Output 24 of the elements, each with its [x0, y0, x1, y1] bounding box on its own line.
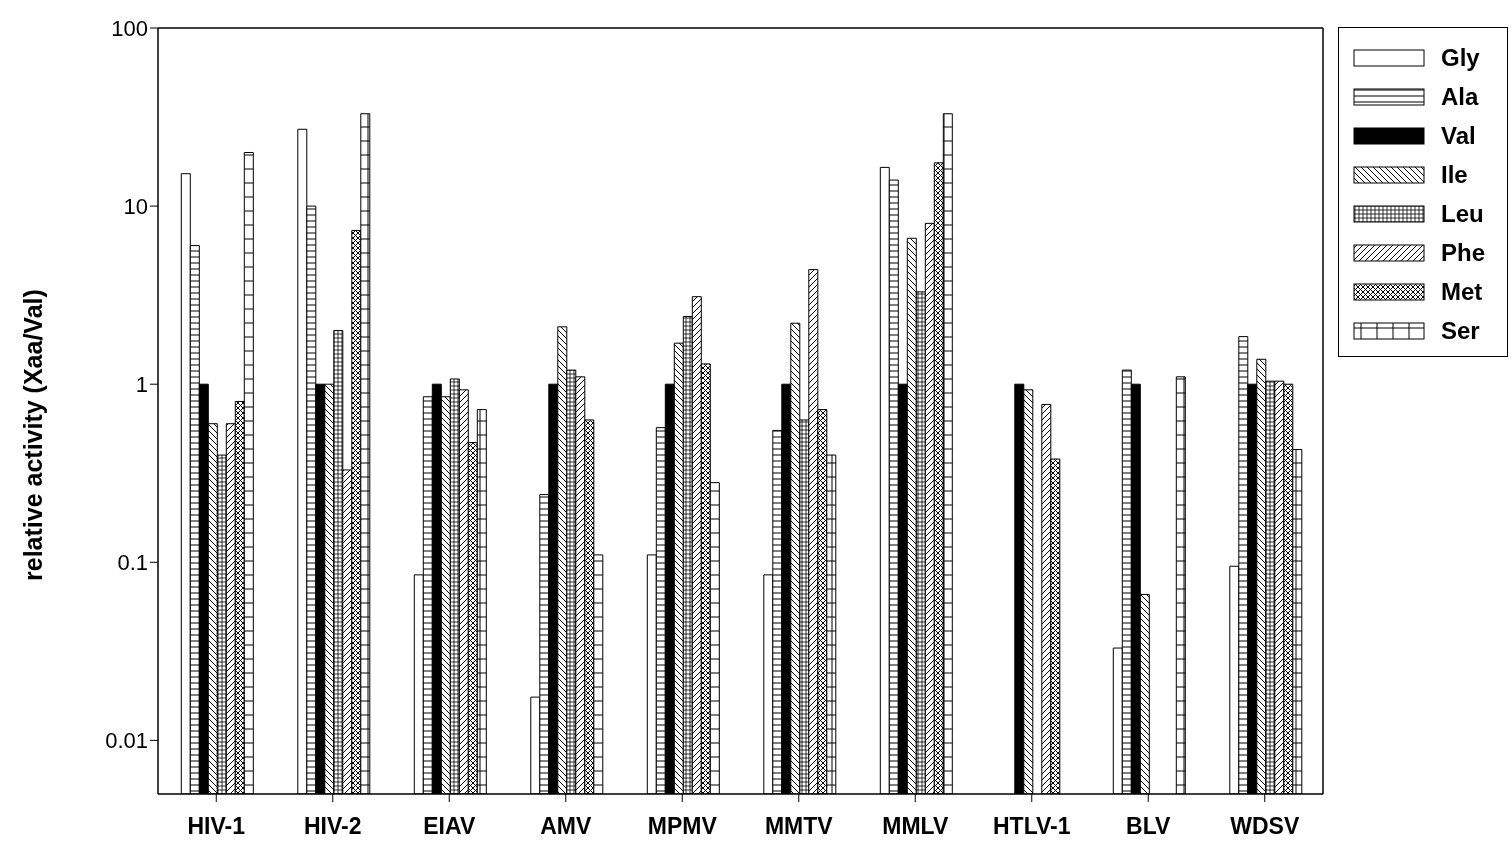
- legend-label: Met: [1441, 277, 1483, 306]
- legend-label: Ala: [1441, 82, 1479, 111]
- x-tick-label: HIV-2: [303, 813, 362, 840]
- x-tick-label: EIAV: [423, 813, 476, 840]
- x-tick-label: MPMV: [647, 813, 718, 840]
- legend-label: Phe: [1441, 238, 1486, 267]
- y-tick-label: 1: [135, 372, 148, 397]
- x-tick-label: HIV-1: [187, 813, 246, 840]
- x-tick-label: WDSV: [1230, 813, 1300, 840]
- legend-label: Val: [1441, 121, 1476, 150]
- legend-label: Ile: [1441, 160, 1468, 189]
- y-tick-label: 10: [123, 193, 148, 219]
- legend-label: Ser: [1441, 316, 1480, 345]
- x-tick-label: MMLV: [882, 813, 949, 840]
- legend-label: Leu: [1441, 199, 1484, 228]
- x-tick-label: BLV: [1126, 813, 1172, 840]
- x-tick-label: AMV: [540, 813, 592, 840]
- x-tick-label: HTLV-1: [992, 813, 1071, 840]
- x-tick-label: MMTV: [764, 813, 834, 840]
- y-axis-title: relative activity (Xaa/Val): [18, 289, 47, 581]
- y-tick-label: 100: [111, 15, 148, 41]
- y-tick-label: 0.1: [117, 550, 148, 576]
- legend-label: Gly: [1441, 43, 1480, 72]
- y-tick-label: 0.01: [105, 728, 148, 754]
